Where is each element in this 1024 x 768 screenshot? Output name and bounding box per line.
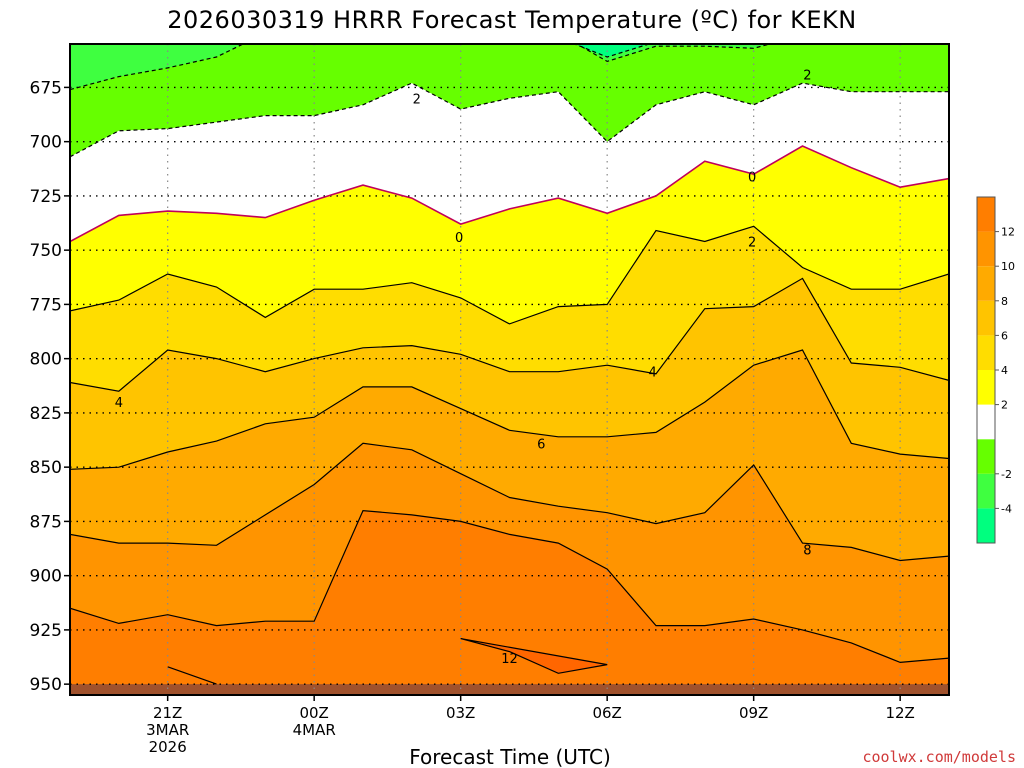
- isotherm-12: [167, 666, 217, 685]
- fill-band--2: [70, 44, 949, 90]
- isotherm-lines: [70, 44, 949, 685]
- colorbar-tick-label: 12: [1001, 226, 1015, 239]
- contour-label: 2: [748, 235, 756, 250]
- colorbar-tick-label: -2: [1001, 468, 1012, 481]
- colorbar-swatch: [977, 439, 995, 474]
- y-tick-label: 775: [30, 295, 62, 315]
- colorbar-tick-label: 2: [1001, 399, 1008, 412]
- y-tick-label: 825: [30, 404, 62, 424]
- x-tick-label: 2026: [149, 738, 187, 756]
- temperature-fill-regions: [70, 44, 949, 695]
- contour-label: 2: [413, 92, 421, 107]
- isotherm-0: [70, 145, 949, 243]
- y-tick-label: 875: [30, 512, 62, 532]
- isotherm-2: [70, 225, 949, 325]
- colorbar-tick-label: 10: [1001, 260, 1015, 273]
- isotherm-6: [70, 349, 949, 470]
- colorbar-swatch: [977, 508, 995, 543]
- contour-label: 8: [803, 544, 811, 559]
- x-tick-label: 4MAR: [293, 721, 336, 739]
- isotherm-8: [70, 442, 949, 562]
- contour-label: 4: [648, 366, 656, 381]
- x-axis-label: Forecast Time (UTC): [409, 745, 611, 768]
- colorbar-swatch: [977, 370, 995, 405]
- isotherm-12: [460, 638, 608, 674]
- x-tick-label: 06Z: [592, 704, 621, 722]
- isotherm-4: [70, 277, 949, 392]
- ground-fill: [70, 684, 949, 695]
- contour-label: 4: [115, 396, 123, 411]
- grid-lines: [70, 44, 949, 695]
- colorbar-swatch: [977, 266, 995, 301]
- y-tick-label: 750: [30, 241, 62, 261]
- x-tick-label: 21Z: [153, 704, 182, 722]
- contour-labels: 4 2 0 6 4 2 0 2 12 8: [115, 68, 812, 667]
- colorbar-tick-label: 6: [1001, 329, 1008, 342]
- colorbar-swatch: [977, 231, 995, 267]
- colorbar: -4 -2 2 4 6 8 10 12: [976, 196, 1015, 544]
- colorbar-swatch: [977, 473, 995, 509]
- chart-title: 2026030319 HRRR Forecast Temperature (ºC…: [167, 6, 857, 34]
- y-axis: 675 700 725 750 775 800 825 850 875 900 925 950: [30, 78, 70, 695]
- y-tick-label: 850: [30, 458, 62, 478]
- x-tick-label: 3MAR: [146, 721, 189, 739]
- y-tick-label: 950: [30, 675, 62, 695]
- colorbar-swatch: [977, 335, 995, 370]
- contour-label: 0: [455, 231, 463, 246]
- colorbar-swatch: [977, 300, 995, 336]
- x-tick-label: 00Z: [299, 704, 328, 722]
- contour-label: 0: [748, 170, 756, 185]
- y-tick-label: 725: [30, 187, 62, 207]
- isotherm-10: [70, 509, 949, 664]
- y-tick-label: 900: [30, 567, 62, 587]
- x-tick-label: 12Z: [885, 704, 914, 722]
- colorbar-swatch: [977, 404, 995, 440]
- x-tick-label: 03Z: [446, 704, 475, 722]
- y-tick-label: 800: [30, 350, 62, 370]
- x-tick-label: 09Z: [739, 704, 768, 722]
- isotherm--2: [70, 44, 773, 91]
- colorbar-tick-label: 8: [1001, 295, 1008, 308]
- contour-label: 6: [537, 437, 545, 452]
- colorbar-tick-label: -4: [1001, 502, 1012, 515]
- ground-band: [70, 684, 949, 695]
- colorbar-swatch: [977, 197, 995, 232]
- y-tick-label: 925: [30, 621, 62, 641]
- contour-label: 2: [803, 68, 811, 83]
- colorbar-tick-label: 4: [1001, 364, 1008, 377]
- plot-frame: [69, 43, 950, 696]
- y-tick-label: 675: [30, 78, 62, 98]
- contour-label: 12: [501, 652, 518, 667]
- y-tick-label: 700: [30, 133, 62, 153]
- fill-band-2: [70, 44, 949, 157]
- credit-text: coolwx.com/models: [862, 748, 1016, 766]
